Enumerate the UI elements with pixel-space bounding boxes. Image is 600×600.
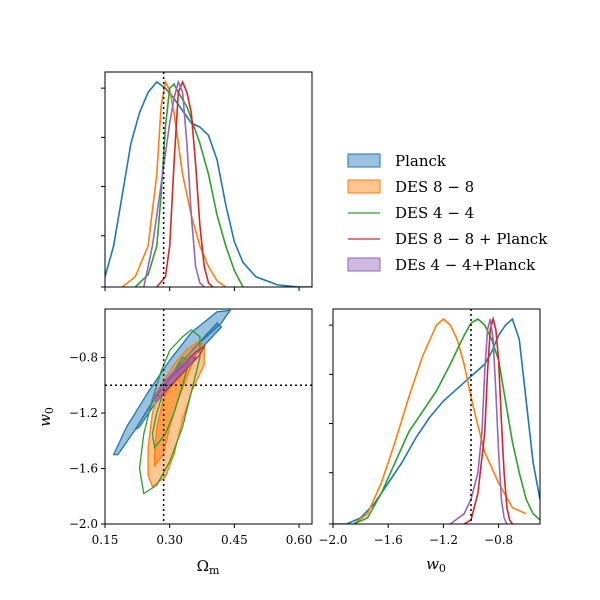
legend-swatch-des88 xyxy=(348,180,380,193)
w0-y-axis-label: w0 xyxy=(36,407,56,427)
w0-marginal-panel: −2.0 −1.6 −1.2 −0.8 w0 xyxy=(318,309,540,575)
contour-panel: 0.15 0.30 0.45 0.60 −2.0 −1.6 −1.2 −0.8 Ωm w0 xyxy=(36,309,312,577)
w0-pdf-curves xyxy=(333,319,540,524)
omega-m-axis-label: Ωm xyxy=(197,557,220,577)
omega-m-pdf-curves xyxy=(105,82,312,287)
w0-x-tick-label: −2.0 xyxy=(318,533,347,547)
legend-label-planck: Planck xyxy=(395,152,447,170)
w0-y-tick-label: −1.2 xyxy=(69,406,98,420)
omega-m-panel-frame xyxy=(105,72,312,287)
omega-m-marginal-panel xyxy=(101,72,312,291)
w0-x-tick-label: −1.6 xyxy=(374,533,403,547)
omega-m-tick-label: 0.30 xyxy=(156,533,183,547)
omega-m-pdf-planck xyxy=(105,82,312,287)
w0-y-tick-label: −1.6 xyxy=(69,462,98,476)
w0-x-axis-label: w0 xyxy=(426,555,446,575)
omega-m-tick-label: 0.60 xyxy=(286,533,313,547)
w0-y-tick-label: −2.0 xyxy=(69,517,98,531)
w0-y-tick-label: −0.8 xyxy=(69,351,98,365)
w0-pdf-des44 xyxy=(354,319,540,524)
omega-m-panel-ticks xyxy=(101,88,299,291)
legend: Planck DES 8 − 8 DES 4 − 4 DES 8 − 8 + Plan… xyxy=(348,152,548,274)
joint-contours xyxy=(114,310,231,493)
omega-m-tick-label: 0.15 xyxy=(92,533,119,547)
legend-swatch-planck xyxy=(348,154,380,167)
legend-swatch-des44_planck xyxy=(348,258,380,271)
legend-label-des44: DES 4 − 4 xyxy=(395,204,474,222)
w0-panel-frame xyxy=(333,309,540,524)
omega-m-tick-label: 0.45 xyxy=(221,533,248,547)
w0-x-tick-label: −0.8 xyxy=(484,533,513,547)
legend-label-des88_planck: DES 8 − 8 + Planck xyxy=(395,230,548,248)
w0-x-tick-label: −1.2 xyxy=(429,533,458,547)
legend-label-des88: DES 8 − 8 xyxy=(395,178,474,196)
legend-label-des44_planck: DEs 4 − 4+Planck xyxy=(395,256,536,274)
